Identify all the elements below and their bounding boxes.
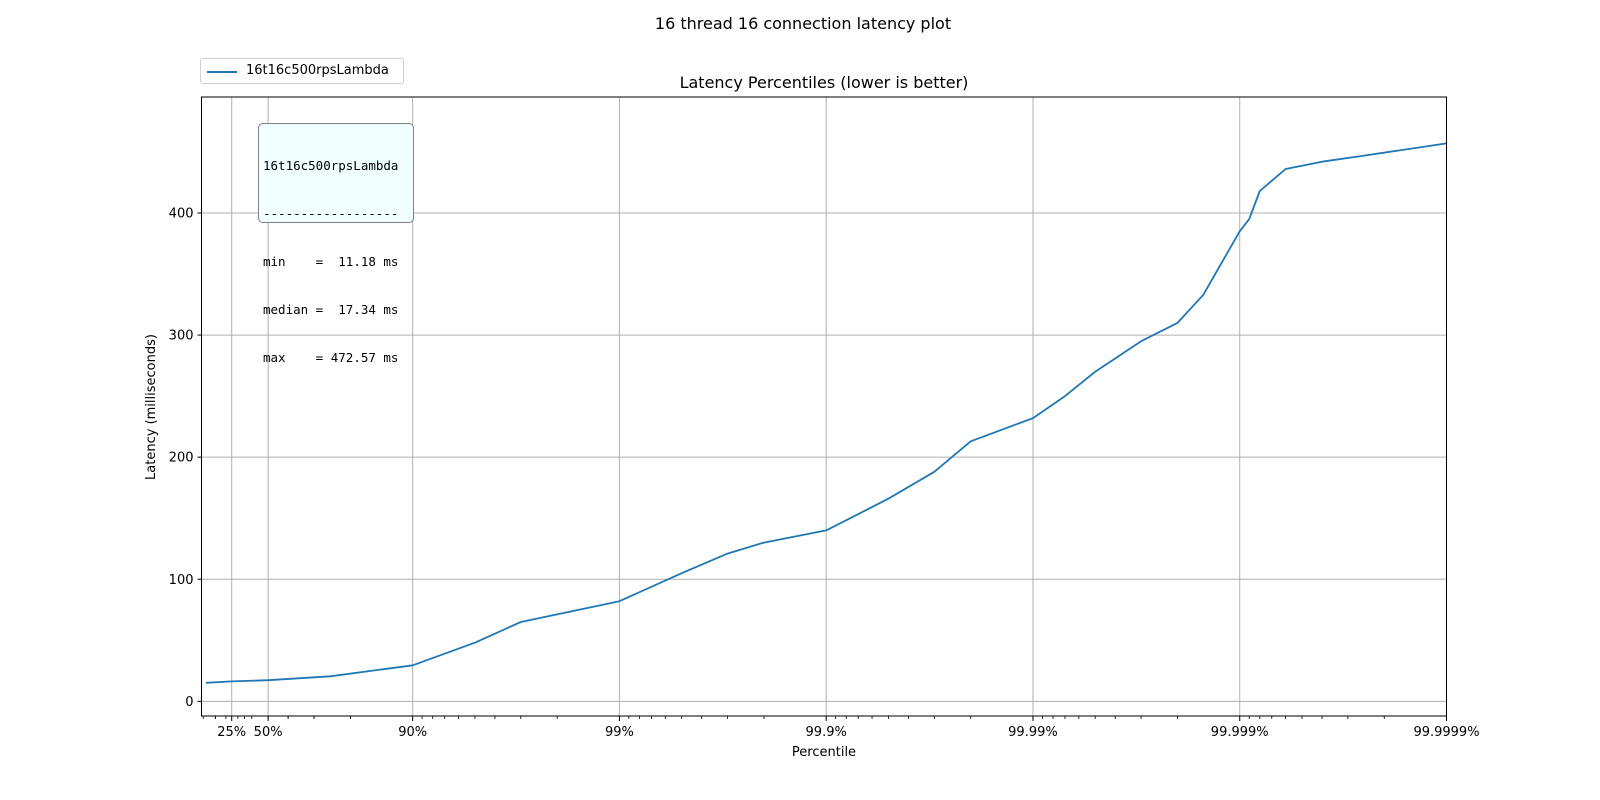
x-tick-label: 99.99% — [1008, 725, 1058, 740]
x-tick-label: 50% — [254, 725, 283, 740]
figure-suptitle: 16 thread 16 connection latency plot — [655, 14, 951, 33]
stats-box: 16t16c500rpsLambda ------------------ mi… — [258, 123, 414, 365]
x-tick-label: 99.9999% — [1413, 725, 1479, 740]
y-tick-label: 200 — [169, 451, 194, 466]
stats-line-min: min = 11.18 ms — [263, 254, 399, 269]
stats-line-median: median = 17.34 ms — [263, 302, 399, 317]
y-tick-label: 0 — [185, 695, 193, 710]
x-tick-label: 90% — [398, 725, 427, 740]
y-tick-label: 400 — [169, 206, 194, 221]
series-layer — [205, 142, 1447, 684]
stats-line-separator: ------------------ — [263, 206, 399, 221]
x-tick-label: 99% — [605, 725, 634, 740]
x-tick-label: 99.9% — [806, 725, 847, 740]
legend: 16t16c500rpsLambda — [200, 58, 404, 84]
axis-ticks: 0 100 200 300 400 25% 50% 90% 99% 99.9% 99.99% 99.9… — [169, 206, 1480, 740]
series-line-16t16c500rpsLambda — [205, 142, 1447, 684]
stats-line-series: 16t16c500rpsLambda — [263, 158, 399, 173]
y-tick-label: 100 — [169, 573, 194, 588]
x-tick-label: 99.999% — [1211, 725, 1269, 740]
stats-line-max: max = 472.57 ms — [263, 350, 399, 365]
chart-title: Latency Percentiles (lower is better) — [680, 73, 969, 92]
legend-swatch — [207, 71, 237, 73]
plot-area-frame — [201, 96, 1447, 717]
x-tick-label: 25% — [217, 725, 246, 740]
y-axis-title: Latency (milliseconds) — [144, 334, 159, 480]
y-tick-label: 300 — [169, 329, 194, 344]
legend-label: 16t16c500rpsLambda — [246, 63, 389, 78]
x-axis-title: Percentile — [792, 745, 856, 760]
